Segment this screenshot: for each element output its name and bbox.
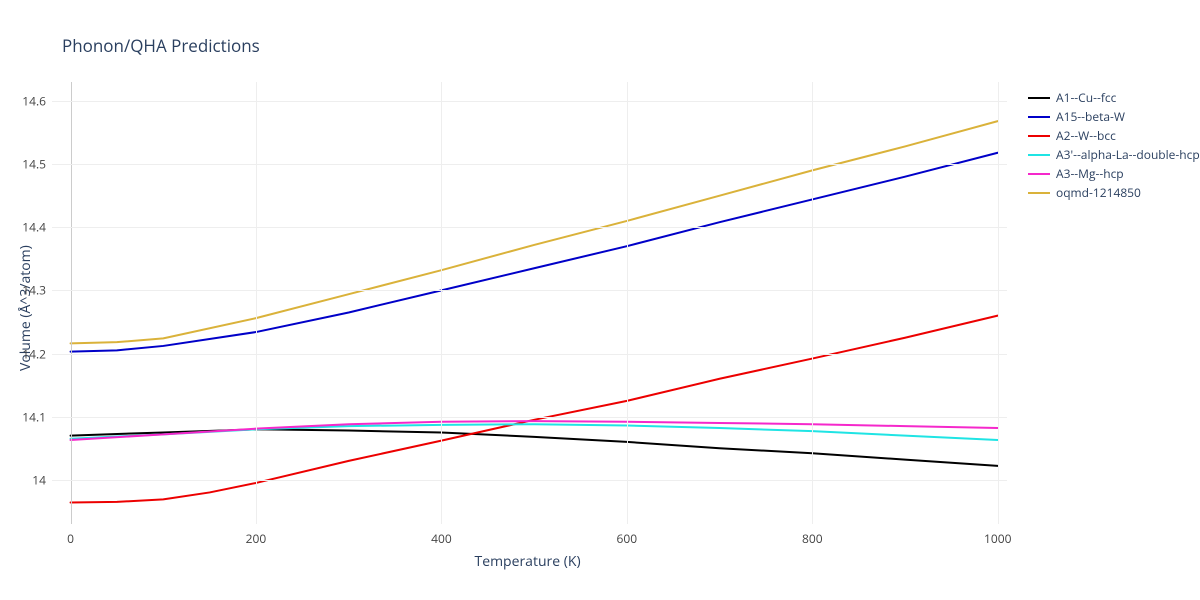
- plot-area: [52, 82, 1007, 524]
- x-axis-label: Temperature (K): [475, 552, 581, 571]
- legend-label: A15--beta-W: [1056, 108, 1125, 125]
- series-line: [71, 429, 998, 466]
- y-tick-label: 14.6: [12, 92, 46, 109]
- chart-title: Phonon/QHA Predictions: [62, 34, 260, 57]
- y-gridline: [52, 290, 1007, 291]
- series-line: [71, 121, 998, 343]
- x-tick-label: 1000: [984, 530, 1011, 547]
- legend-item[interactable]: oqmd-1214850: [1028, 183, 1200, 202]
- y-gridline: [52, 354, 1007, 355]
- y-gridline: [52, 227, 1007, 228]
- y-tick-label: 14.1: [12, 408, 46, 425]
- series-line: [71, 153, 998, 352]
- legend-swatch: [1028, 135, 1050, 137]
- y-tick-label: 14.2: [12, 345, 46, 362]
- x-tick-label: 800: [802, 530, 823, 547]
- y-gridline: [52, 417, 1007, 418]
- series-line: [71, 316, 998, 503]
- legend-swatch: [1028, 192, 1050, 194]
- y-gridline: [52, 480, 1007, 481]
- x-gridline: [812, 82, 813, 524]
- x-gridline: [998, 82, 999, 524]
- y-tick-label: 14.4: [12, 219, 46, 236]
- legend-label: A2--W--bcc: [1056, 127, 1116, 144]
- legend-swatch: [1028, 116, 1050, 118]
- legend-swatch: [1028, 154, 1050, 156]
- legend-item[interactable]: A1--Cu--fcc: [1028, 88, 1200, 107]
- legend-label: A3'--alpha-La--double-hcp: [1056, 146, 1200, 163]
- legend-label: A1--Cu--fcc: [1056, 89, 1116, 106]
- x-gridline: [256, 82, 257, 524]
- legend-item[interactable]: A15--beta-W: [1028, 107, 1200, 126]
- x-gridline: [441, 82, 442, 524]
- chart-container: Phonon/QHA Predictions Volume (Å^3/atom)…: [0, 0, 1200, 600]
- y-tick-label: 14: [12, 471, 46, 488]
- legend-item[interactable]: A2--W--bcc: [1028, 126, 1200, 145]
- x-gridline: [627, 82, 628, 524]
- x-zero-line: [71, 82, 72, 524]
- y-tick-label: 14.3: [12, 282, 46, 299]
- legend-item[interactable]: A3'--alpha-La--double-hcp: [1028, 145, 1200, 164]
- x-tick-label: 600: [617, 530, 638, 547]
- legend-label: A3--Mg--hcp: [1056, 165, 1124, 182]
- legend-swatch: [1028, 173, 1050, 175]
- legend-item[interactable]: A3--Mg--hcp: [1028, 164, 1200, 183]
- x-tick-label: 400: [431, 530, 452, 547]
- legend-label: oqmd-1214850: [1056, 184, 1141, 201]
- x-tick-label: 200: [246, 530, 267, 547]
- series-svg: [52, 82, 1007, 524]
- y-gridline: [52, 164, 1007, 165]
- legend: A1--Cu--fcc A15--beta-W A2--W--bcc A3'--alp…: [1028, 88, 1200, 202]
- legend-swatch: [1028, 97, 1050, 99]
- y-tick-label: 14.5: [12, 156, 46, 173]
- x-tick-label: 0: [67, 530, 74, 547]
- y-gridline: [52, 101, 1007, 102]
